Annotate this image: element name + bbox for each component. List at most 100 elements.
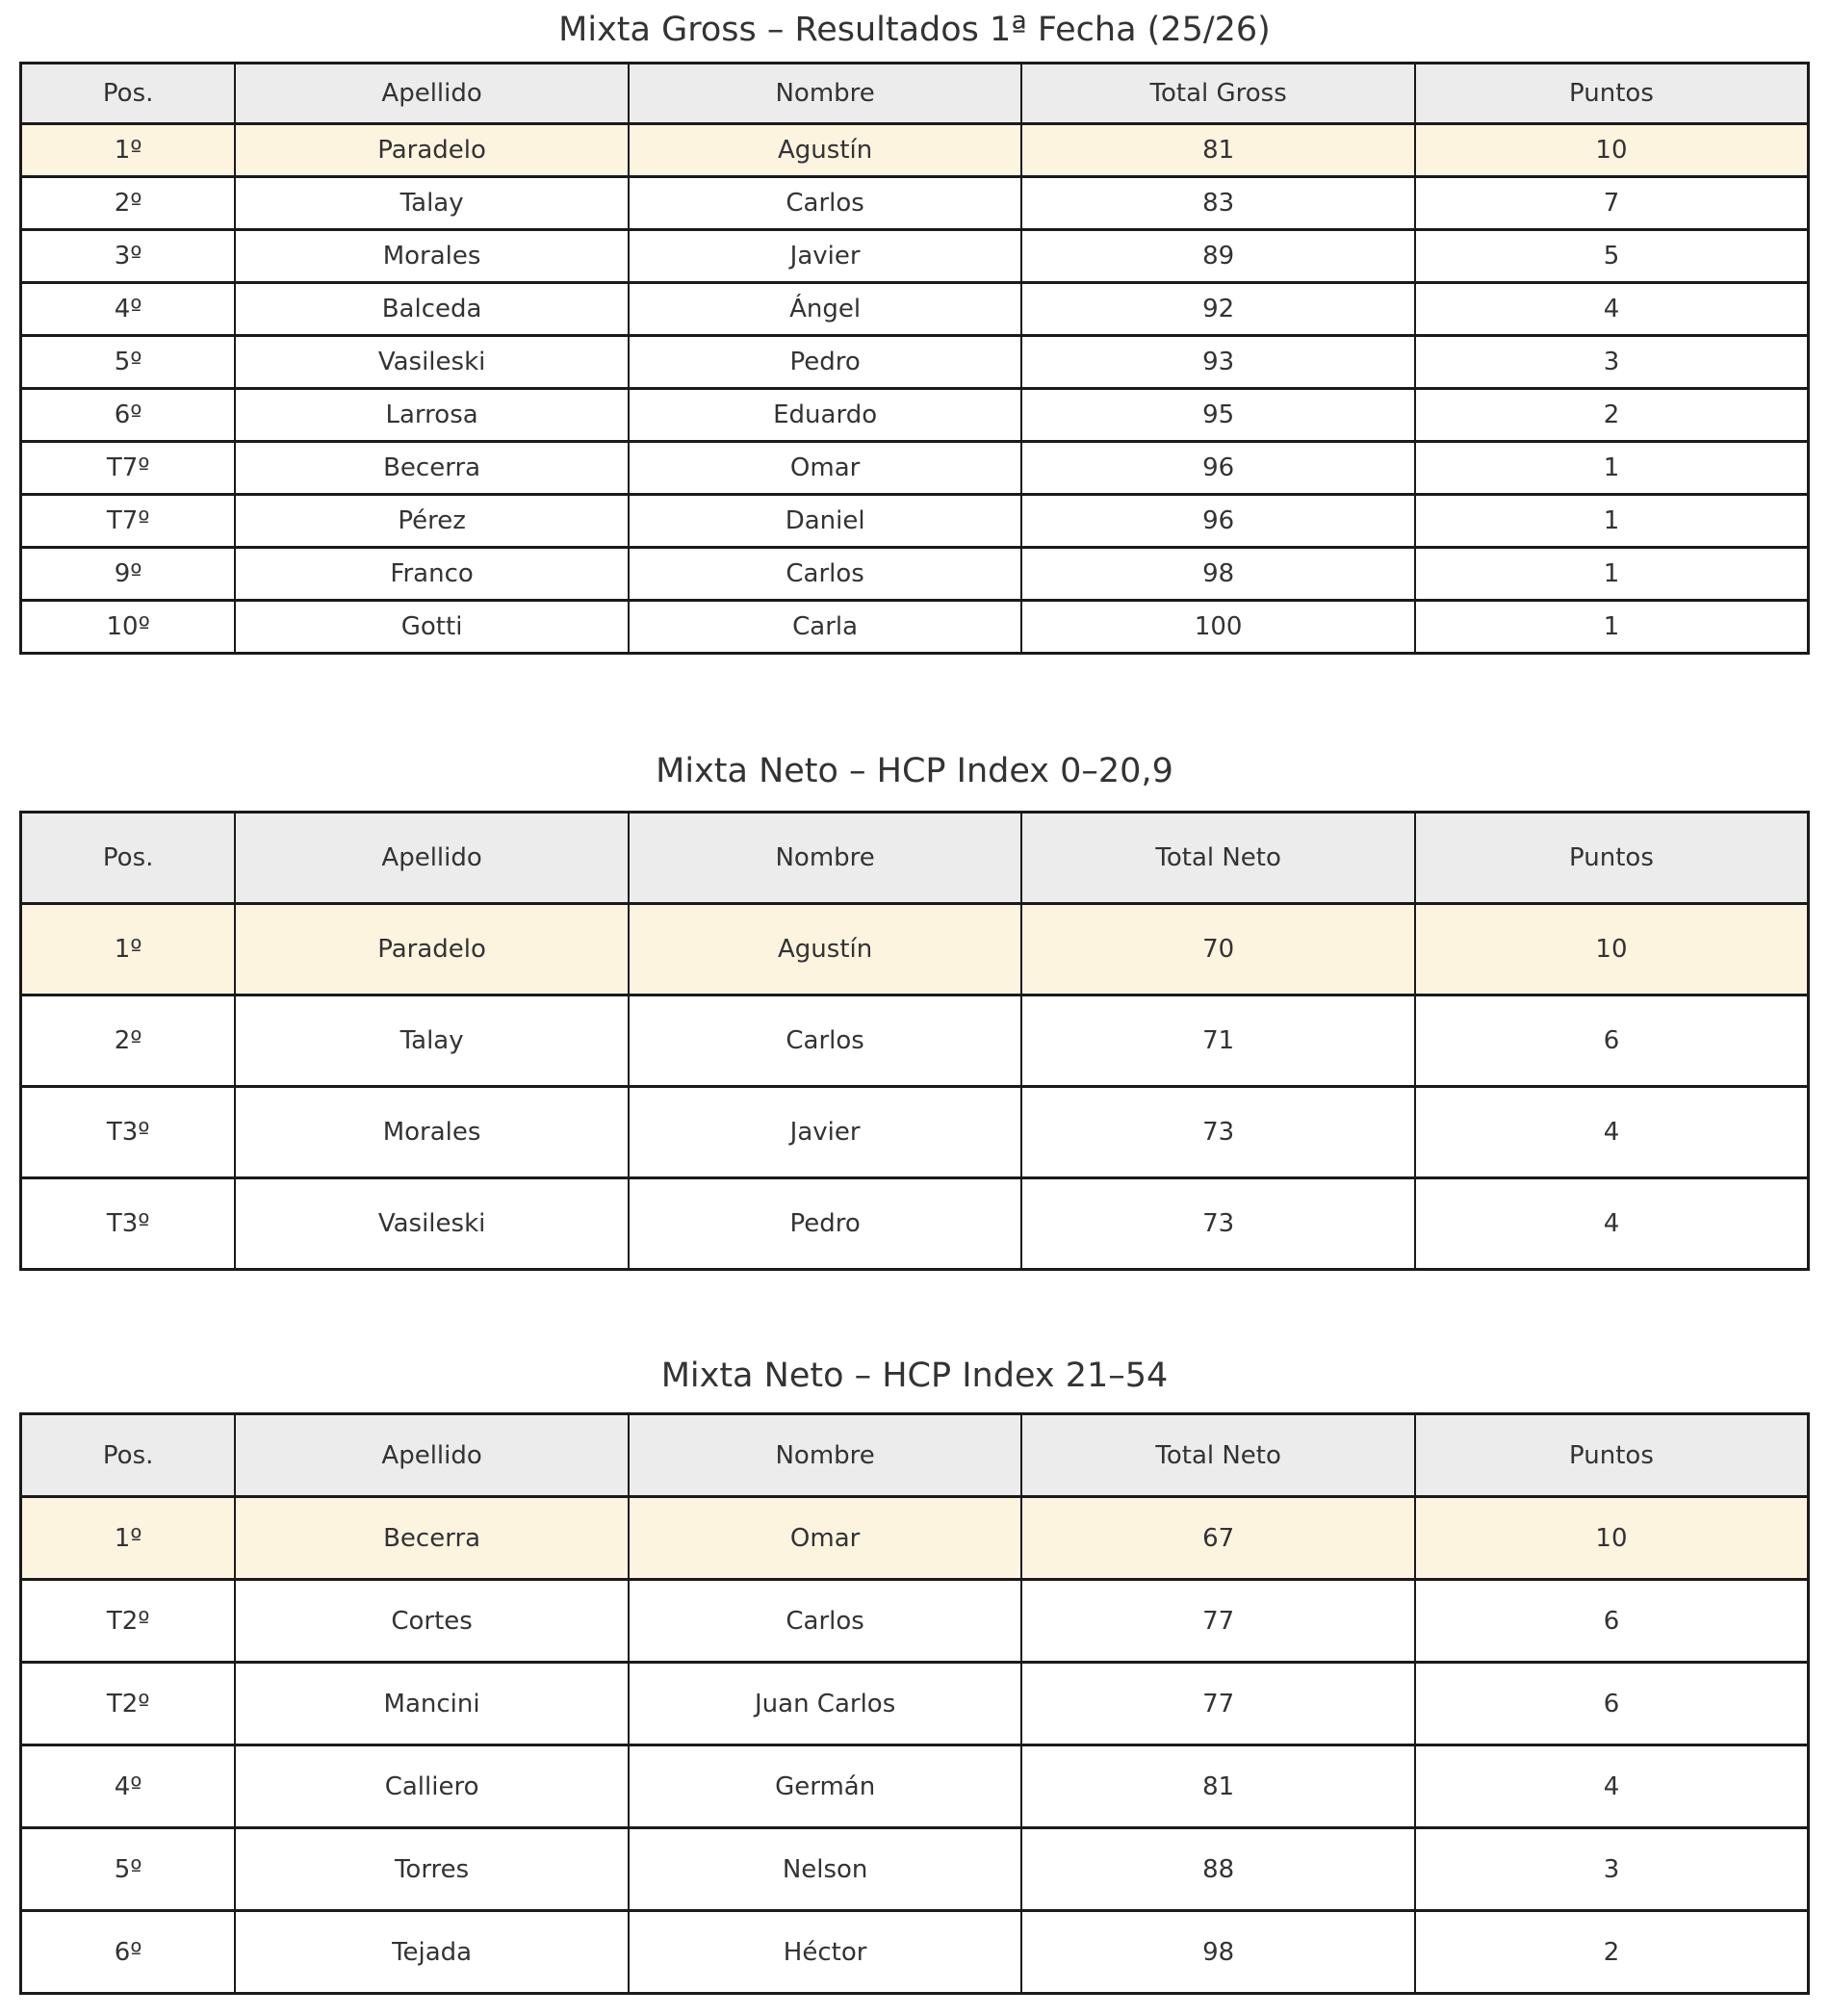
- results-table-mixta-neto-21-54: Pos. Apellido Nombre Total Neto Puntos 1º Bece…: [19, 1412, 1810, 1995]
- table-row: 6º Larrosa Eduardo 95 2: [19, 387, 1810, 443]
- table-cell: 100: [1020, 599, 1416, 655]
- table-cell: Agustín: [627, 122, 1023, 178]
- table-cell: Franco: [234, 546, 630, 602]
- table-cell: 4º: [19, 281, 237, 337]
- table-cell: 1: [1413, 440, 1810, 496]
- table-cell: Vasileski: [234, 334, 630, 390]
- column-header: Total Neto: [1020, 1412, 1416, 1498]
- table-cell: 2º: [19, 994, 237, 1088]
- table-cell: 5: [1413, 228, 1810, 284]
- table-cell: Omar: [627, 1495, 1023, 1581]
- table-cell: 2º: [19, 175, 237, 231]
- column-header: Nombre: [627, 1412, 1023, 1498]
- table-row: T3º Morales Javier 73 4: [19, 1085, 1810, 1179]
- table-title-mixta-neto-21-54: Mixta Neto – HCP Index 21–54: [660, 1357, 1169, 1395]
- table-cell: 6: [1413, 1578, 1810, 1664]
- table-cell: 5º: [19, 1826, 237, 1912]
- table-row: 2º Talay Carlos 71 6: [19, 994, 1810, 1088]
- results-table-mixta-gross: Pos. Apellido Nombre Total Gross Puntos 1º Par…: [19, 62, 1810, 655]
- table-cell: Tejada: [234, 1909, 630, 1995]
- column-header: Apellido: [234, 1412, 630, 1498]
- table-cell: Juan Carlos: [627, 1661, 1023, 1746]
- table-cell: 3: [1413, 1826, 1810, 1912]
- table-title-mixta-gross: Mixta Gross – Resultados 1ª Fecha (25/26…: [558, 11, 1271, 49]
- table-cell: 2: [1413, 1909, 1810, 1995]
- column-header: Puntos: [1413, 811, 1810, 905]
- table-row: 4º Balceda Ángel 92 4: [19, 281, 1810, 337]
- column-header: Nombre: [627, 62, 1023, 125]
- table-row: 5º Torres Nelson 88 3: [19, 1826, 1810, 1912]
- table-cell: Javier: [627, 228, 1023, 284]
- table-cell: Cortes: [234, 1578, 630, 1664]
- table-cell: 6: [1413, 994, 1810, 1088]
- column-header: Nombre: [627, 811, 1023, 905]
- table-cell: 88: [1020, 1826, 1416, 1912]
- table-cell: 9º: [19, 546, 237, 602]
- table-cell: 4º: [19, 1744, 237, 1829]
- table-cell: Germán: [627, 1744, 1023, 1829]
- table-cell: Gotti: [234, 599, 630, 655]
- table-cell: Vasileski: [234, 1176, 630, 1271]
- table-cell: Carlos: [627, 1578, 1023, 1664]
- table-row: 6º Tejada Héctor 98 2: [19, 1909, 1810, 1995]
- header-row: Pos. Apellido Nombre Total Gross Puntos: [19, 62, 1810, 125]
- table-row: 3º Morales Javier 89 5: [19, 228, 1810, 284]
- section-mixta-neto-21-54: Mixta Neto – HCP Index 21–54 Pos. Apellid…: [19, 1271, 1810, 1995]
- table-row: T2º Cortes Carlos 77 6: [19, 1578, 1810, 1664]
- section-mixta-neto-0-20-9: Mixta Neto – HCP Index 0–20,9 Pos. Apelli…: [19, 655, 1810, 1271]
- table-cell: 89: [1020, 228, 1416, 284]
- table-cell: Omar: [627, 440, 1023, 496]
- table-cell: 6º: [19, 1909, 237, 1995]
- table-row: 10º Gotti Carla 100 1: [19, 599, 1810, 655]
- table-cell: 5º: [19, 334, 237, 390]
- table-cell: Agustín: [627, 902, 1023, 996]
- table-row: 9º Franco Carlos 98 1: [19, 546, 1810, 602]
- table-cell: Carlos: [627, 994, 1023, 1088]
- column-header: Puntos: [1413, 62, 1810, 125]
- table-cell: Carlos: [627, 546, 1023, 602]
- table-row: 2º Talay Carlos 83 7: [19, 175, 1810, 231]
- table-cell: Paradelo: [234, 122, 630, 178]
- table-cell: Larrosa: [234, 387, 630, 443]
- table-title-mixta-neto-0-20-9: Mixta Neto – HCP Index 0–20,9: [656, 752, 1173, 790]
- table-cell: 1º: [19, 902, 237, 996]
- column-header: Pos.: [19, 62, 237, 125]
- table-cell: 1º: [19, 122, 237, 178]
- table-cell: Daniel: [627, 493, 1023, 549]
- table-row-winner: 1º Paradelo Agustín 81 10: [19, 122, 1810, 178]
- table-cell: 4: [1413, 1176, 1810, 1271]
- table-cell: 2: [1413, 387, 1810, 443]
- section-mixta-gross: Mixta Gross – Resultados 1ª Fecha (25/26…: [19, 0, 1810, 655]
- table-cell: T2º: [19, 1661, 237, 1746]
- table-cell: Eduardo: [627, 387, 1023, 443]
- column-header: Pos.: [19, 811, 237, 905]
- table-cell: 1: [1413, 599, 1810, 655]
- table-cell: 10º: [19, 599, 237, 655]
- table-cell: Ángel: [627, 281, 1023, 337]
- table-cell: Talay: [234, 994, 630, 1088]
- table-cell: Paradelo: [234, 902, 630, 996]
- column-header: Total Gross: [1020, 62, 1416, 125]
- table-cell: 77: [1020, 1578, 1416, 1664]
- table-cell: Mancini: [234, 1661, 630, 1746]
- table-cell: 70: [1020, 902, 1416, 996]
- table-cell: 4: [1413, 1744, 1810, 1829]
- table-cell: Javier: [627, 1085, 1023, 1179]
- table-cell: Morales: [234, 228, 630, 284]
- column-header: Total Neto: [1020, 811, 1416, 905]
- table-cell: Carlos: [627, 175, 1023, 231]
- table-cell: Héctor: [627, 1909, 1023, 1995]
- table-row: T7º Becerra Omar 96 1: [19, 440, 1810, 496]
- table-cell: T7º: [19, 493, 237, 549]
- table-cell: 10: [1413, 902, 1810, 996]
- column-header: Apellido: [234, 62, 630, 125]
- table-cell: T2º: [19, 1578, 237, 1664]
- table-cell: 10: [1413, 122, 1810, 178]
- table-cell: 95: [1020, 387, 1416, 443]
- table-cell: 73: [1020, 1085, 1416, 1179]
- table-cell: Nelson: [627, 1826, 1023, 1912]
- table-cell: 67: [1020, 1495, 1416, 1581]
- table-cell: 77: [1020, 1661, 1416, 1746]
- table-cell: Becerra: [234, 440, 630, 496]
- table-cell: Pérez: [234, 493, 630, 549]
